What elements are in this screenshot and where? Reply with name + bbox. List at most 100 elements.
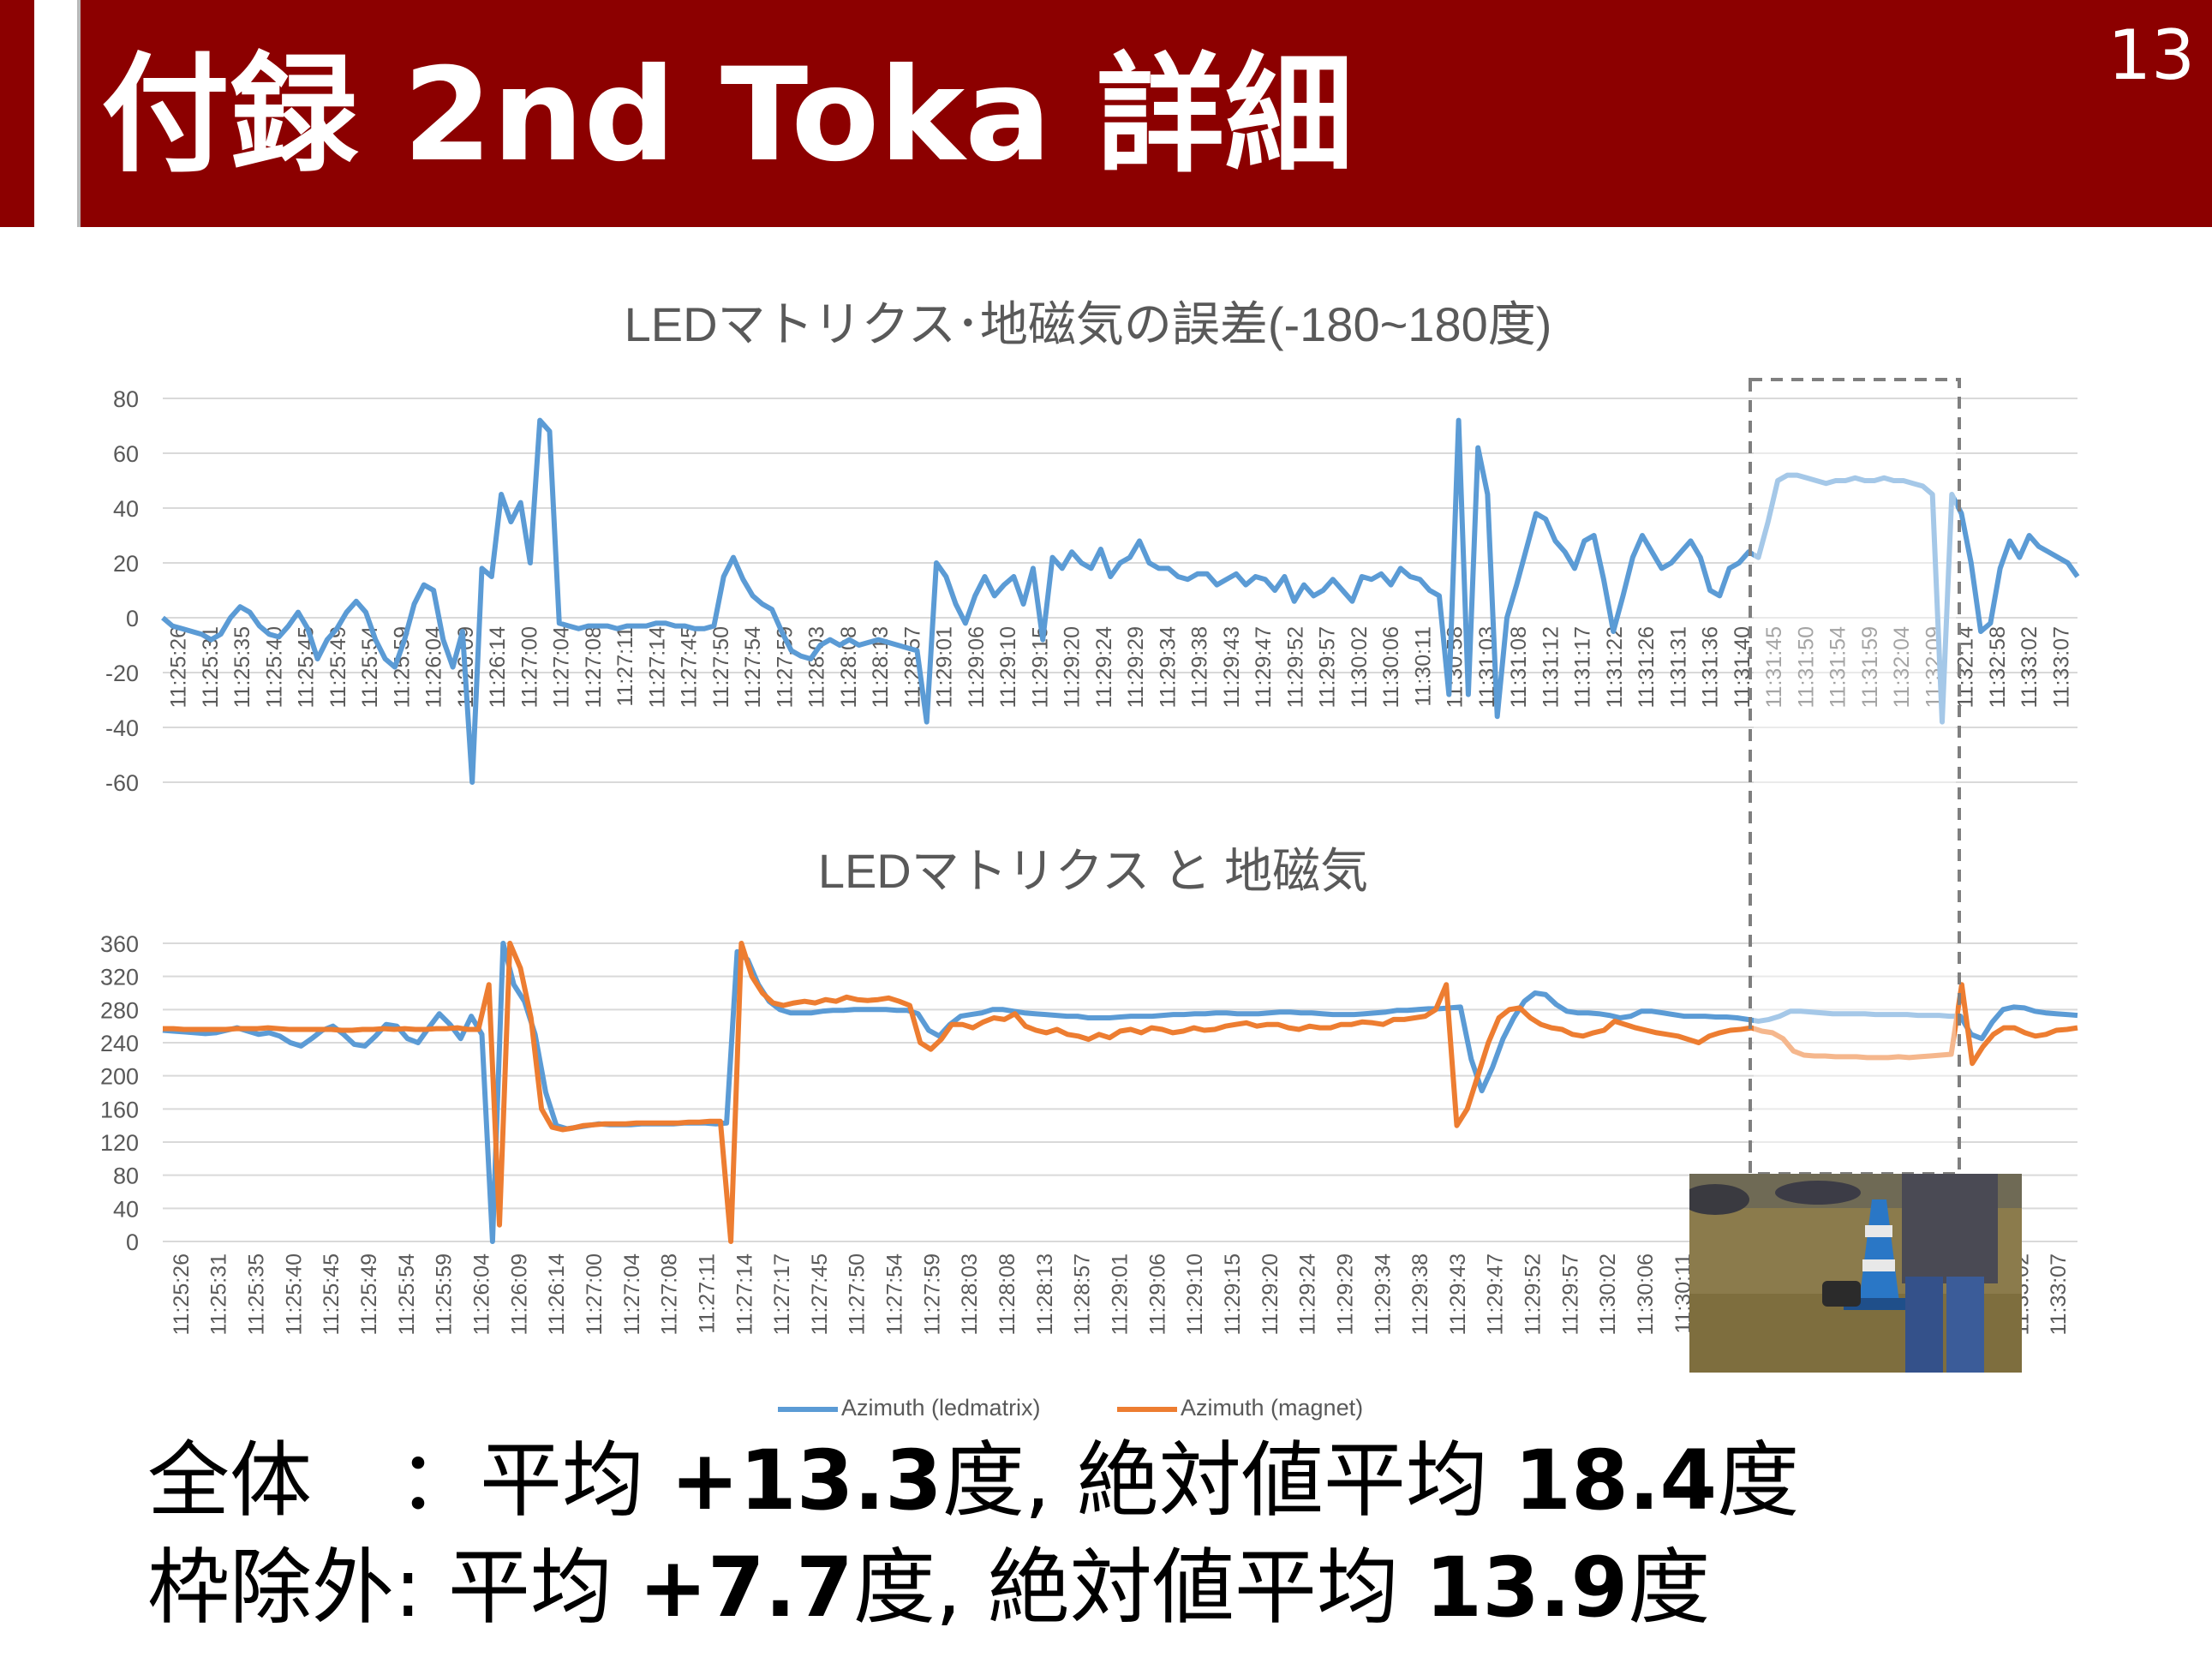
x-tick-label: 11:29:29 [1333, 1253, 1357, 1335]
y-tick-label: 120 [100, 1130, 139, 1156]
x-tick-label: 11:27:08 [582, 626, 606, 708]
summary-label: 全体 [147, 1433, 312, 1528]
summary-separator: : [394, 1540, 422, 1636]
summary-mean-value: +7.7 [638, 1540, 853, 1636]
x-tick-label: 11:27:54 [741, 626, 765, 709]
y-tick-label: -20 [105, 661, 139, 686]
summary-unit: 度, [942, 1433, 1051, 1528]
x-tick-label: 11:29:47 [1484, 1253, 1508, 1335]
x-tick-label: 11:29:01 [933, 626, 957, 708]
x-tick-label: 11:25:59 [433, 1253, 457, 1335]
photo-icon [1689, 1174, 2022, 1373]
x-tick-label: 11:28:13 [1033, 1253, 1057, 1335]
x-tick-label: 11:28:08 [995, 1253, 1019, 1335]
summary-abs-label: 絶対値平均 [1076, 1433, 1488, 1528]
chart-legend: Azimuth (ledmatrix) Azimuth (magnet) [0, 1386, 2212, 1438]
x-tick-label: 11:29:15 [1221, 1253, 1245, 1335]
x-tick-label: 11:27:04 [620, 1253, 644, 1336]
x-tick-label: 11:29:10 [1183, 1253, 1207, 1335]
series-line-primary [162, 941, 2078, 1244]
x-tick-label: 11:31:45 [1762, 626, 1786, 708]
summary-unit: 度 [1717, 1433, 1800, 1528]
header-accent-white [34, 0, 77, 227]
summary-abs-label: 絶対値平均 [987, 1540, 1399, 1636]
x-tick-label: 11:27:11 [695, 1253, 719, 1334]
y-tick-label: 60 [113, 441, 139, 467]
y-tick-label: 20 [113, 551, 139, 577]
x-tick-label: 11:25:45 [320, 1253, 344, 1335]
legend-swatch-orange [1117, 1406, 1177, 1412]
y-tick-label: 200 [100, 1064, 139, 1090]
x-tick-label: 11:27:08 [658, 1253, 682, 1335]
x-tick-label: 11:31:36 [1699, 626, 1723, 708]
x-tick-label: 11:29:34 [1371, 1253, 1395, 1336]
x-tick-label: 11:25:31 [207, 1253, 231, 1335]
x-tick-label: 11:26:14 [486, 626, 510, 709]
x-tick-label: 11:27:11 [613, 626, 637, 707]
x-tick-label: 11:31:12 [1539, 626, 1563, 708]
summary-mean-label: 平均 [447, 1540, 613, 1636]
y-tick-label: 40 [113, 1196, 139, 1222]
x-tick-label: 11:31:59 [1858, 626, 1882, 708]
slide-header [0, 0, 2212, 227]
x-tick-label: 11:29:20 [1258, 1253, 1282, 1335]
x-tick-label: 11:31:17 [1571, 626, 1595, 708]
summary-mean-label: 平均 [480, 1433, 644, 1528]
x-tick-label: 11:26:09 [507, 1253, 531, 1335]
summary-unit: 度 [1628, 1540, 1711, 1636]
x-tick-label: 11:25:35 [245, 1253, 269, 1335]
x-tick-label: 11:27:17 [770, 1253, 794, 1335]
x-tick-label: 11:29:01 [1109, 1253, 1133, 1335]
x-tick-label: 11:25:45 [295, 626, 319, 708]
highlight-veil-bottom [1754, 943, 1956, 1158]
legend-label-magnet: Azimuth (magnet) [1181, 1395, 1364, 1421]
x-tick-label: 11:28:57 [1071, 1253, 1095, 1335]
x-tick-label: 11:30:02 [1348, 626, 1372, 708]
summary-line-overall: 全体 ：平均 +13.3度, 絶対値平均 18.4度 [147, 1439, 1799, 1522]
slide-title: 付録 2nd Toka 詳細 [101, 41, 1354, 190]
x-tick-label: 11:31:54 [1826, 626, 1850, 709]
x-tick-label: 11:30:06 [1634, 1253, 1658, 1335]
x-tick-label: 11:29:52 [1283, 626, 1307, 708]
x-tick-label: 11:33:07 [2047, 1253, 2071, 1335]
x-tick-label: 11:28:03 [958, 1253, 982, 1335]
x-tick-label: 11:29:38 [1188, 626, 1212, 708]
x-tick-label: 11:31:50 [1794, 626, 1818, 708]
x-tick-label: 11:26:14 [545, 1253, 569, 1336]
highlight-veil-top [1754, 446, 1956, 797]
x-tick-label: 11:29:38 [1408, 1253, 1432, 1335]
y-tick-label: 240 [100, 1031, 139, 1056]
series-line-secondary [163, 941, 2078, 1244]
x-tick-label: 11:27:00 [517, 626, 541, 708]
x-tick-label: 11:25:54 [395, 1253, 419, 1336]
legend-swatch-blue [778, 1406, 838, 1412]
x-tick-label: 11:29:43 [1446, 1253, 1470, 1335]
x-tick-label: 11:29:24 [1296, 1253, 1320, 1336]
y-tick-label: 40 [113, 496, 139, 522]
x-tick-label: 11:25:26 [170, 1253, 194, 1335]
y-tick-label: 0 [126, 606, 139, 631]
field-photo [1689, 1174, 2022, 1373]
summary-mean-value: +13.3 [670, 1433, 942, 1528]
x-tick-label: 11:27:45 [808, 1253, 832, 1335]
x-tick-label: 11:29:52 [1521, 1253, 1545, 1335]
x-tick-label: 11:27:54 [883, 1253, 907, 1336]
summary-label: 枠除外 [147, 1540, 394, 1636]
x-tick-label: 11:27:14 [732, 1253, 756, 1336]
x-tick-label: 11:29:34 [1156, 626, 1180, 709]
x-tick-label: 11:27:50 [846, 1253, 870, 1335]
x-tick-label: 11:27:04 [550, 626, 574, 709]
x-tick-label: 11:32:58 [1986, 626, 2010, 708]
x-tick-label: 11:25:35 [230, 626, 254, 708]
x-tick-label: 11:27:45 [678, 626, 702, 708]
y-tick-label: 320 [100, 965, 139, 990]
y-tick-label: 80 [113, 1163, 139, 1189]
x-tick-label: 11:27:14 [645, 626, 669, 709]
x-tick-label: 11:30:11 [1411, 626, 1435, 707]
x-tick-label: 11:29:57 [1316, 626, 1340, 708]
legend-item-ledmatrix: Azimuth (ledmatrix) [778, 1395, 1041, 1421]
x-tick-label: 11:31:31 [1666, 626, 1690, 708]
summary-line-excluded: 枠除外: 平均 +7.7度, 絶対値平均 13.9度 [147, 1546, 1710, 1629]
highlight-box [1749, 378, 1961, 1175]
x-tick-label: 11:25:49 [357, 1253, 381, 1335]
